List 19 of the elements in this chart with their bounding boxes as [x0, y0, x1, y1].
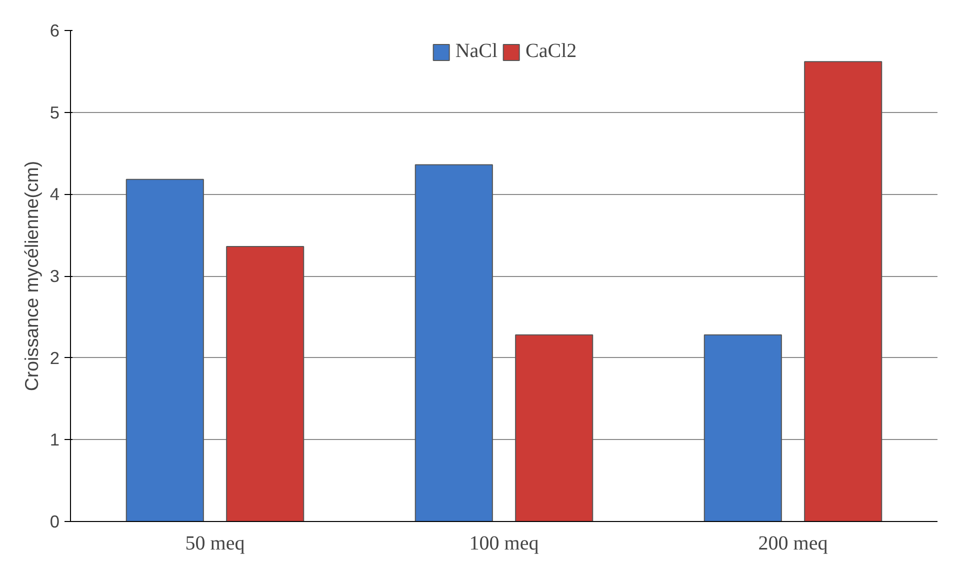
bar: [804, 61, 882, 522]
y-tick-label: 0: [50, 512, 60, 532]
bar: [126, 178, 204, 522]
x-tick-label: 50 meq: [185, 532, 245, 554]
bar: [414, 164, 493, 522]
legend-label: NaCl: [455, 40, 498, 63]
y-axis-title: Croissance mycélienne(cm): [20, 160, 42, 392]
x-tick-label: 200 meq: [758, 532, 828, 554]
bar: [704, 334, 782, 522]
y-tick-label: 5: [50, 102, 60, 122]
legend-label: CaCl2: [526, 40, 577, 63]
y-tick-label: 1: [50, 430, 60, 450]
y-tick-label: 4: [50, 184, 60, 204]
bar: [226, 246, 304, 522]
bar: [515, 334, 594, 522]
y-tick-label: 2: [50, 348, 60, 368]
y-tick-label: 3: [50, 266, 60, 286]
y-tick-label: 6: [50, 20, 60, 40]
x-tick-label: 100 meq: [469, 532, 539, 554]
